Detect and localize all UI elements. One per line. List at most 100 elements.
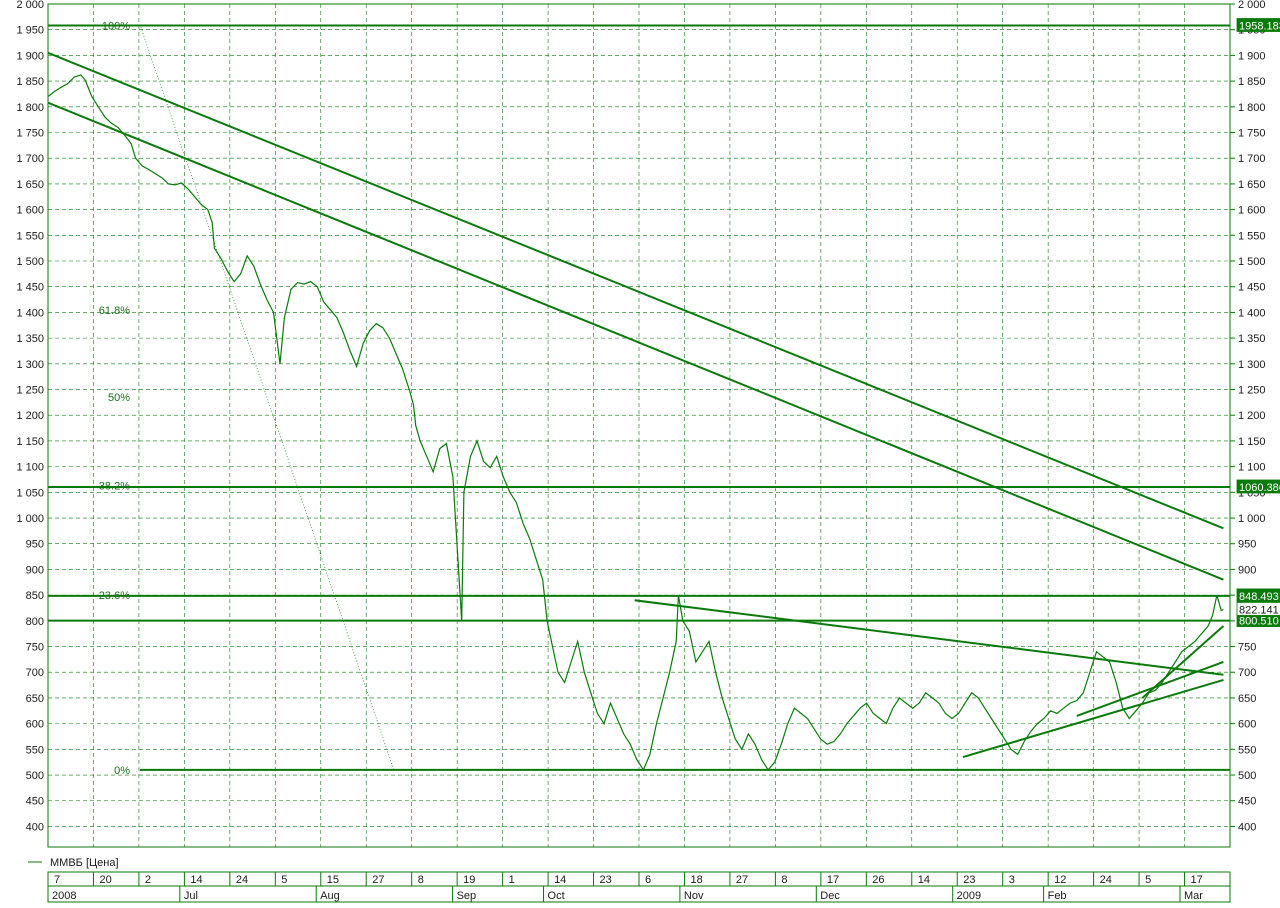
y-tick-label-left: 500 [26,770,44,782]
y-tick-label-right: 1 600 [1238,205,1266,217]
price-tag-label: 800.510 [1239,616,1279,628]
x-month-label: Mar [1184,890,1203,902]
y-tick-label-right: 1 900 [1238,50,1266,62]
y-tick-label-right: 1 450 [1238,282,1266,294]
price-tag-label: 1958.183 [1239,20,1280,32]
y-tick-label-right: 700 [1238,667,1256,679]
y-tick-label-left: 1 800 [16,102,44,114]
y-tick-label-left: 900 [26,564,44,576]
y-tick-label-left: 800 [26,616,44,628]
y-tick-label-right: 400 [1238,821,1256,833]
x-day-label: 17 [1191,874,1203,886]
y-tick-label-left: 1 300 [16,359,44,371]
price-tag-box [1236,602,1280,616]
y-tick-label-left: 1 050 [16,487,44,499]
y-tick-label-left: 1 650 [16,179,44,191]
y-tick-label-left: 950 [26,539,44,551]
x-day-label: 14 [918,874,930,886]
x-day-label: 24 [236,874,248,886]
x-day-label: 26 [872,874,884,886]
y-tick-label-right: 1 300 [1238,359,1266,371]
y-tick-label-left: 1 400 [16,307,44,319]
y-tick-label-right: 1 500 [1238,256,1266,268]
y-tick-label-right: 500 [1238,770,1256,782]
price-tag-box [1236,479,1280,494]
fibonacci-diagonal [139,24,395,771]
y-tick-label-left: 750 [26,642,44,654]
y-tick-label-left: 1 850 [16,76,44,88]
y-tick-label-left: 1 700 [16,153,44,165]
y-tick-label-right: 1 550 [1238,230,1266,242]
y-tick-label-left: 1 350 [16,333,44,345]
y-tick-label-right: 1 100 [1238,462,1266,474]
fibonacci-label: 23.6% [99,590,130,602]
y-tick-label-left: 1 150 [16,436,44,448]
x-month-label: 2008 [52,890,76,902]
y-tick-label-left: 1 750 [16,128,44,140]
trend-line [962,678,1224,759]
trend-line [1076,661,1224,717]
x-day-label: 23 [963,874,975,886]
fibonacci-labels: 100% 61.8% 50% 38.2% 23.6% 0% [99,20,130,776]
x-day-label: 5 [281,874,287,886]
x-month-label: Oct [548,890,565,902]
y-tick-label-right: 1 850 [1238,76,1266,88]
x-axis-days: 7 20 2 14 24 5 15 27 8 19 1 14 23 6 18 27 8 17 26 14 23 3 12 24… [47,872,1203,886]
x-day-label: 18 [690,874,702,886]
y-tick-label-left: 1 550 [16,230,44,242]
y-tick-label-left: 1 950 [16,25,44,37]
fibonacci-label: 61.8% [99,305,130,317]
x-day-label: 27 [372,874,384,886]
y-tick-label-left: 700 [26,667,44,679]
x-day-label: 23 [600,874,612,886]
x-month-label: Feb [1048,890,1067,902]
y-tick-label-right: 1 250 [1238,385,1266,397]
y-tick-label-right: 750 [1238,642,1256,654]
y-tick-label-right: 450 [1238,796,1256,808]
y-tick-label-right: 1 200 [1238,410,1266,422]
y-tick-label-right: 1 000 [1238,513,1266,525]
price-tag-label: 822.141 [1239,604,1279,616]
price-tag-box [1236,18,1280,32]
fibonacci-label: 100% [102,20,130,32]
series-line [47,74,1224,772]
y-tick-label-left: 850 [26,590,44,602]
y-tick-label-left: 1 000 [16,513,44,525]
price-tag-label: 1060.386 [1239,482,1280,494]
y-tick-label-right: 1 750 [1238,128,1266,140]
fibonacci-label: 0% [114,765,130,777]
y-tick-label-left: 1 250 [16,385,44,397]
x-day-label: 8 [418,874,424,886]
x-day-label: 7 [54,874,60,886]
y-tick-label-left: 1 500 [16,256,44,268]
x-month-label: Aug [320,890,340,902]
trend-line [1141,625,1225,699]
x-day-label: 12 [1054,874,1066,886]
legend-label: ММВБ [Цена] [50,857,119,869]
series [47,74,1224,772]
x-day-label: 27 [736,874,748,886]
y-tick-label-left: 1 100 [16,462,44,474]
trend-line [47,101,1224,581]
x-day-label: 19 [463,874,475,886]
y-tick-label-right: 900 [1238,564,1256,576]
y-tick-label-left: 2 000 [16,0,44,11]
x-day-label: 17 [827,874,839,886]
y-tick-label-right: 1 650 [1238,179,1266,191]
y-tick-label-right: 2 000 [1238,0,1266,11]
y-tick-label-right: 950 [1238,539,1256,551]
y-tick-label-left: 1 450 [16,282,44,294]
trend-lines [47,24,1225,771]
y-axis-left: 2 000 1 950 1 900 1 850 1 800 1 750 1 700 1 650… [16,0,44,833]
fibonacci-label: 50% [108,392,130,404]
x-day-label: 24 [1100,874,1112,886]
y-tick-label-right: 1 150 [1238,436,1266,448]
x-month-label: 2009 [957,890,981,902]
x-day-label: 20 [99,874,111,886]
y-tick-label-right: 550 [1238,744,1256,756]
y-tick-label-left: 650 [26,693,44,705]
x-day-label: 1 [509,874,515,886]
